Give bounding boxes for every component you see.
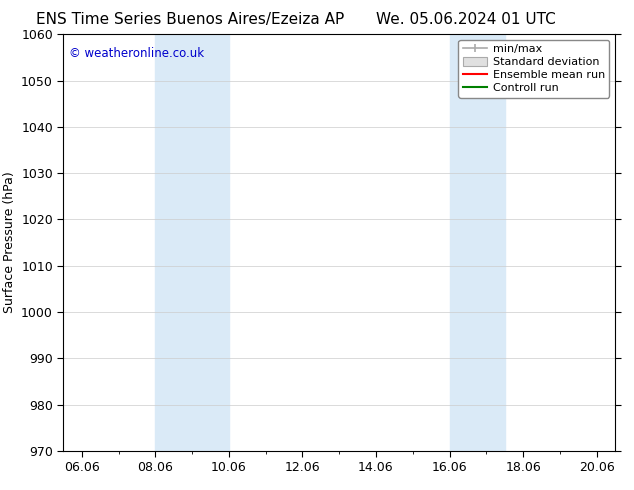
Text: ENS Time Series Buenos Aires/Ezeiza AP: ENS Time Series Buenos Aires/Ezeiza AP bbox=[36, 12, 344, 27]
Bar bbox=[450, 34, 505, 451]
Bar bbox=[155, 34, 229, 451]
Y-axis label: Surface Pressure (hPa): Surface Pressure (hPa) bbox=[3, 172, 16, 314]
Text: We. 05.06.2024 01 UTC: We. 05.06.2024 01 UTC bbox=[376, 12, 556, 27]
Legend: min/max, Standard deviation, Ensemble mean run, Controll run: min/max, Standard deviation, Ensemble me… bbox=[458, 40, 609, 98]
Text: © weatheronline.co.uk: © weatheronline.co.uk bbox=[69, 47, 204, 60]
